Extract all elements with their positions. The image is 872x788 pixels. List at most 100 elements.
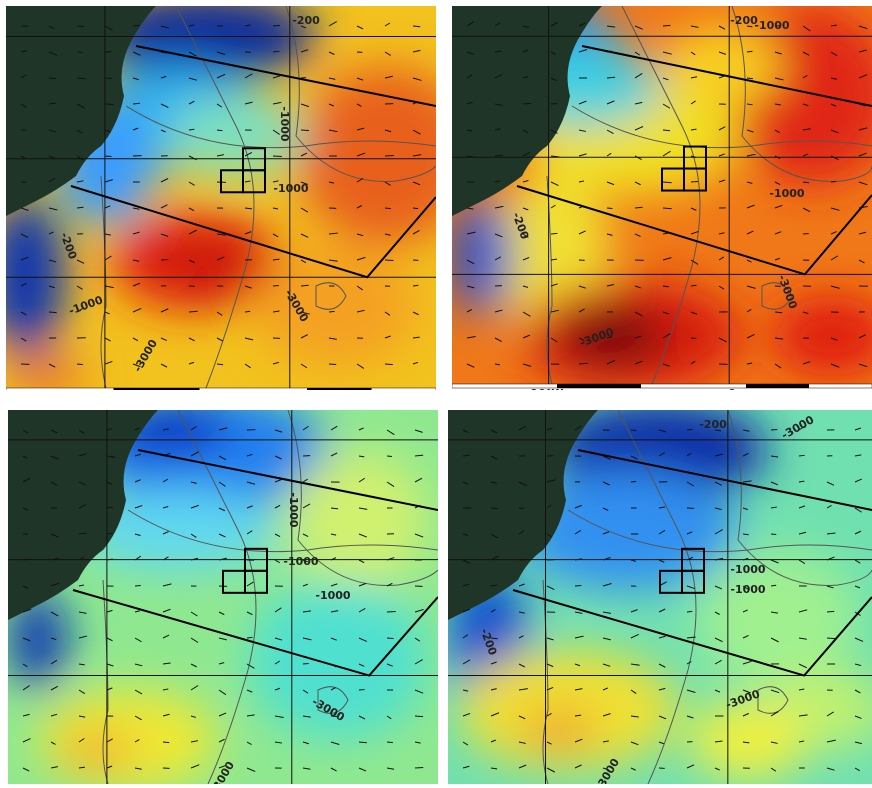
current-arrow bbox=[22, 429, 29, 434]
current-arrow bbox=[714, 453, 724, 457]
current-arrow bbox=[300, 207, 309, 213]
contour bbox=[546, 175, 553, 384]
current-arrow bbox=[774, 363, 782, 369]
current-arrow bbox=[414, 477, 423, 483]
current-arrow bbox=[662, 103, 671, 109]
current-arrow bbox=[798, 454, 805, 457]
current-arrow bbox=[302, 503, 311, 509]
current-arrow bbox=[188, 310, 198, 313]
current-arrow bbox=[358, 533, 368, 538]
current-arrow bbox=[714, 659, 722, 665]
current-arrow bbox=[746, 362, 753, 365]
current-arrow bbox=[246, 663, 255, 669]
current-arrow bbox=[22, 713, 30, 717]
current-arrow bbox=[274, 429, 283, 433]
current-arrow bbox=[798, 609, 808, 613]
current-arrow bbox=[802, 128, 811, 131]
current-arrow bbox=[132, 231, 140, 235]
field-blob bbox=[96, 6, 316, 81]
current-arrow bbox=[76, 363, 83, 366]
current-arrow bbox=[190, 740, 199, 743]
current-arrow bbox=[602, 687, 609, 691]
current-arrow bbox=[462, 765, 470, 769]
current-arrow bbox=[770, 506, 777, 509]
current-arrow bbox=[134, 663, 143, 667]
current-arrow bbox=[356, 285, 364, 291]
current-arrow bbox=[274, 687, 281, 691]
current-arrow bbox=[132, 127, 139, 131]
current-arrow bbox=[274, 607, 282, 613]
current-arrow bbox=[466, 336, 476, 339]
current-arrow bbox=[718, 179, 726, 183]
current-arrow bbox=[22, 637, 31, 642]
current-arrow bbox=[302, 583, 308, 587]
current-arrow bbox=[658, 451, 666, 457]
current-arrow bbox=[134, 479, 141, 483]
current-arrow bbox=[274, 455, 282, 460]
current-arrow bbox=[606, 25, 616, 28]
current-arrow bbox=[774, 103, 782, 106]
current-arrow bbox=[358, 477, 366, 483]
current-arrow bbox=[854, 715, 862, 719]
current-arrow bbox=[690, 284, 697, 287]
current-arrow bbox=[104, 337, 111, 342]
current-arrow bbox=[606, 129, 614, 135]
current-arrow bbox=[690, 51, 696, 56]
current-arrow bbox=[714, 611, 720, 615]
current-arrow bbox=[244, 337, 254, 341]
current-arrow bbox=[798, 505, 806, 509]
current-arrow bbox=[22, 767, 30, 772]
current-arrow bbox=[662, 51, 672, 55]
current-arrow bbox=[630, 689, 637, 694]
current-arrow bbox=[20, 155, 26, 159]
current-arrow bbox=[494, 50, 502, 53]
current-arrow bbox=[746, 230, 754, 235]
current-arrow bbox=[550, 77, 557, 82]
current-arrow bbox=[630, 609, 638, 613]
current-arrow bbox=[634, 233, 641, 238]
current-arrow bbox=[188, 207, 195, 212]
current-arrow bbox=[134, 767, 142, 770]
current-arrow bbox=[78, 715, 86, 718]
current-arrow bbox=[858, 49, 867, 53]
contour-label: -200 bbox=[292, 14, 320, 27]
current-arrow bbox=[630, 480, 637, 483]
current-arrow bbox=[714, 507, 722, 511]
current-arrow bbox=[658, 429, 666, 433]
current-arrow bbox=[578, 49, 588, 53]
current-arrow bbox=[746, 153, 756, 157]
land bbox=[452, 6, 602, 216]
current-arrow bbox=[686, 481, 695, 487]
current-arrow bbox=[522, 151, 531, 157]
current-arrow bbox=[578, 129, 586, 132]
current-arrow bbox=[386, 582, 393, 587]
field-blob bbox=[557, 306, 667, 366]
current-arrow bbox=[188, 337, 195, 342]
current-arrow bbox=[386, 481, 395, 488]
current-arrow bbox=[218, 481, 226, 487]
current-arrow bbox=[160, 363, 168, 368]
current-arrow bbox=[358, 663, 365, 667]
current-arrow bbox=[522, 25, 530, 29]
current-arrow bbox=[546, 479, 556, 483]
current-arrow bbox=[78, 738, 85, 743]
current-arrow bbox=[462, 712, 471, 717]
current-arrow bbox=[358, 427, 364, 431]
current-arrow bbox=[490, 507, 498, 510]
current-arrow bbox=[134, 610, 141, 613]
current-arrow bbox=[518, 688, 528, 691]
field-blob bbox=[288, 450, 428, 590]
current-arrow bbox=[826, 739, 836, 743]
current-arrow bbox=[300, 233, 309, 238]
current-arrow bbox=[630, 559, 636, 562]
current-arrow bbox=[494, 103, 503, 106]
current-arrow bbox=[602, 637, 611, 641]
current-arrow bbox=[494, 180, 501, 183]
current-arrow bbox=[50, 685, 59, 691]
current-arrow bbox=[466, 231, 476, 235]
current-arrow bbox=[466, 363, 475, 368]
contour bbox=[757, 686, 789, 714]
contour bbox=[102, 579, 109, 784]
current-arrow bbox=[802, 103, 809, 107]
current-arrow bbox=[412, 311, 419, 316]
